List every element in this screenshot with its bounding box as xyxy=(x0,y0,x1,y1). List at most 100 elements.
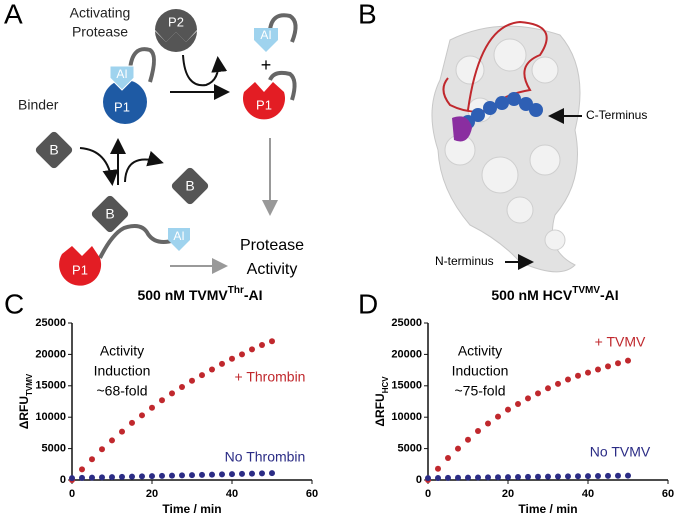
data-point xyxy=(189,472,195,479)
label: B xyxy=(105,206,114,222)
annotation: Induction xyxy=(452,363,509,379)
binder-shape xyxy=(35,131,73,169)
chart: 500 nM HCVTVMV-AI 0 5000 10000 15000 20000 250… xyxy=(373,285,674,516)
data-point xyxy=(219,471,225,478)
label: Protease xyxy=(240,237,304,254)
x-axis-label: Time / min xyxy=(162,502,221,516)
data-point xyxy=(605,363,611,370)
data-point xyxy=(455,474,461,481)
series-label: + TVMV xyxy=(595,334,646,350)
linker xyxy=(98,224,176,259)
panel-letter: D xyxy=(358,288,378,319)
chart-title: 500 nM HCVTVMV-AI xyxy=(491,285,618,303)
data-point xyxy=(209,471,215,478)
arrow xyxy=(182,54,228,87)
data-point xyxy=(435,465,441,472)
x-tick-label: 0 xyxy=(69,488,75,500)
data-point xyxy=(209,366,215,373)
y-tick-label: 0 xyxy=(416,474,422,486)
data-point xyxy=(465,436,471,443)
series-label: + Thrombin xyxy=(235,369,306,385)
title-text: -AI xyxy=(244,287,263,303)
chart-title: 500 nM TVMVThr-AI xyxy=(137,285,262,303)
data-point xyxy=(199,471,205,478)
data-point xyxy=(525,473,531,480)
data-point xyxy=(109,474,115,481)
label: AI xyxy=(173,229,184,243)
data-point xyxy=(269,338,275,345)
data-point xyxy=(229,355,235,362)
x-tick-label: 0 xyxy=(425,488,431,500)
data-point xyxy=(99,446,105,453)
data-point xyxy=(169,390,175,397)
data-point xyxy=(199,372,205,379)
data-point xyxy=(79,466,85,473)
data-point xyxy=(219,360,225,367)
data-point xyxy=(139,473,145,480)
y-tick-label: 5000 xyxy=(42,443,66,455)
y-tick-label: 25000 xyxy=(391,317,422,329)
data-point xyxy=(169,472,175,479)
ai-shape xyxy=(254,28,278,52)
label: N-terminus xyxy=(435,254,494,268)
x-tick-label: 40 xyxy=(226,488,238,500)
data-point xyxy=(259,470,265,477)
linker xyxy=(268,70,297,101)
data-point xyxy=(239,470,245,477)
p2-shape xyxy=(155,10,197,52)
data-point xyxy=(575,473,581,480)
data-point xyxy=(425,475,431,482)
data-point xyxy=(625,472,631,479)
title-text: 500 nM HCV xyxy=(491,287,573,303)
data-point xyxy=(545,473,551,480)
panel-letter: C xyxy=(4,288,24,319)
data-point xyxy=(69,475,75,482)
label: AI xyxy=(260,28,271,42)
data-point xyxy=(605,472,611,479)
data-point xyxy=(505,474,511,481)
data-point xyxy=(179,472,185,479)
data-point xyxy=(79,474,85,481)
title-text: -AI xyxy=(600,287,619,303)
label: P1 xyxy=(72,262,88,277)
data-point xyxy=(149,404,155,411)
x-tick-label: 20 xyxy=(502,488,514,500)
data-point xyxy=(615,472,621,479)
label: B xyxy=(185,178,194,194)
data-point xyxy=(525,395,531,402)
y-label-text: ΔRFU xyxy=(373,393,387,426)
y-tick-label: 10000 xyxy=(391,411,422,423)
y-label-sub: HCV xyxy=(381,376,390,394)
binder-shape xyxy=(171,167,209,205)
data-point xyxy=(249,470,255,477)
data-point xyxy=(129,419,135,426)
y-tick-label: 20000 xyxy=(35,348,66,360)
label: Binder xyxy=(18,97,59,113)
data-point xyxy=(505,406,511,413)
label: C-Terminus xyxy=(586,108,647,122)
title-sup: TVMV xyxy=(572,285,600,296)
data-point xyxy=(545,385,551,392)
y-tick-label: 0 xyxy=(60,474,66,486)
y-tick-label: 15000 xyxy=(35,380,66,392)
data-point xyxy=(239,351,245,358)
chart: 500 nM TVMVThr-AI 0 5000 10000 15000 20000 250… xyxy=(17,285,318,516)
data-point xyxy=(89,474,95,481)
data-point xyxy=(229,471,235,478)
data-point xyxy=(109,437,115,444)
data-point xyxy=(445,455,451,462)
ai-shape xyxy=(168,228,190,251)
data-point xyxy=(455,445,461,452)
data-point xyxy=(119,428,125,435)
data-point xyxy=(445,474,451,481)
data-point xyxy=(249,346,255,353)
x-tick-label: 40 xyxy=(582,488,594,500)
data-point xyxy=(435,474,441,481)
annotation: ~75-fold xyxy=(455,383,506,399)
data-point xyxy=(615,360,621,367)
data-point xyxy=(565,473,571,480)
data-point xyxy=(189,377,195,384)
loop xyxy=(442,20,548,113)
data-point xyxy=(555,380,561,387)
data-point xyxy=(99,474,105,481)
